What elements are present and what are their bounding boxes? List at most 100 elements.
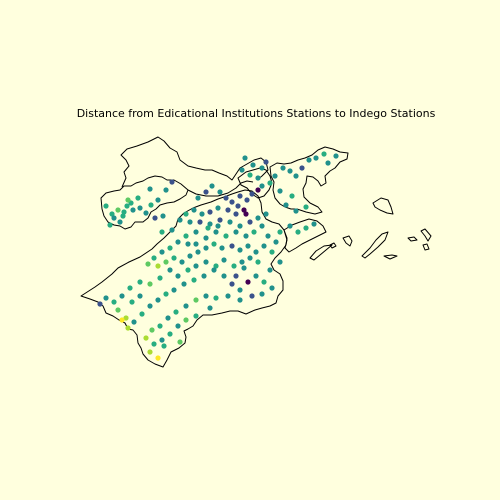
- station-point: [103, 295, 109, 301]
- station-point: [229, 243, 235, 249]
- station-point: [219, 245, 225, 251]
- station-point: [277, 229, 283, 235]
- station-point: [207, 305, 213, 311]
- station-point: [333, 153, 339, 159]
- station-point: [159, 229, 165, 235]
- station-point: [249, 191, 255, 197]
- station-point: [175, 273, 181, 279]
- station-point: [203, 189, 209, 195]
- station-point: [151, 341, 157, 347]
- station-point: [111, 215, 117, 221]
- station-point: [117, 219, 123, 225]
- station-point: [163, 291, 169, 297]
- station-point: [177, 217, 183, 223]
- station-point: [303, 204, 309, 210]
- station-point: [199, 211, 205, 217]
- station-point: [237, 193, 243, 199]
- station-point: [233, 211, 239, 217]
- station-point: [215, 223, 221, 229]
- station-point: [213, 263, 219, 269]
- station-point: [213, 295, 219, 301]
- station-point: [215, 205, 221, 211]
- station-point: [229, 281, 235, 287]
- station-point: [231, 263, 237, 269]
- station-point: [160, 213, 166, 219]
- island-1: [372, 197, 394, 215]
- station-point: [191, 277, 197, 283]
- station-point: [152, 215, 158, 221]
- station-points: [97, 151, 339, 361]
- station-point: [247, 255, 253, 261]
- station-point: [131, 319, 137, 325]
- station-point: [245, 279, 251, 285]
- station-point: [287, 168, 293, 174]
- station-point: [177, 339, 183, 345]
- station-point: [125, 325, 131, 331]
- station-point: [249, 293, 255, 299]
- station-point: [129, 299, 135, 305]
- station-point: [261, 279, 267, 285]
- station-point: [159, 337, 165, 343]
- station-point: [135, 195, 141, 201]
- station-point: [143, 210, 149, 216]
- station-point: [272, 173, 278, 179]
- station-point: [109, 211, 115, 217]
- station-point: [227, 219, 233, 225]
- station-point: [187, 219, 193, 225]
- station-point: [167, 245, 173, 251]
- city-boundary: [80, 136, 432, 368]
- station-point: [203, 235, 209, 241]
- station-point: [171, 287, 177, 293]
- station-point: [263, 211, 269, 217]
- station-point: [157, 323, 163, 329]
- station-point: [149, 327, 155, 333]
- station-point: [203, 293, 209, 299]
- boundary-charles-north: [120, 136, 269, 188]
- station-point: [239, 259, 245, 265]
- station-point: [241, 265, 247, 271]
- station-point: [169, 179, 175, 185]
- boundary-allston-brighton: [100, 175, 189, 230]
- boundary-south-boston: [283, 218, 327, 253]
- station-point: [183, 233, 189, 239]
- station-point: [175, 239, 181, 245]
- station-point: [205, 225, 211, 231]
- station-point: [185, 241, 191, 247]
- station-point: [120, 213, 126, 219]
- station-point: [221, 257, 227, 263]
- station-point: [207, 221, 213, 227]
- station-point: [263, 159, 269, 165]
- station-point: [209, 183, 215, 189]
- station-point: [193, 313, 199, 319]
- station-point: [139, 311, 145, 317]
- station-point: [237, 287, 243, 293]
- station-point: [201, 273, 207, 279]
- station-point: [167, 267, 173, 273]
- station-point: [243, 211, 249, 217]
- station-point: [313, 155, 319, 161]
- station-point: [273, 239, 279, 245]
- station-point: [229, 199, 235, 205]
- station-point: [97, 301, 103, 307]
- station-point: [321, 151, 327, 157]
- station-point: [161, 343, 167, 349]
- station-point: [269, 249, 275, 255]
- station-point: [143, 335, 149, 341]
- station-point: [147, 186, 153, 192]
- station-point: [237, 297, 243, 303]
- station-point: [193, 229, 199, 235]
- station-point: [237, 223, 243, 229]
- station-point: [325, 160, 331, 166]
- station-point: [197, 219, 203, 225]
- station-point: [203, 245, 209, 251]
- station-point: [261, 243, 267, 249]
- station-point: [183, 317, 189, 323]
- station-point: [259, 291, 265, 297]
- map-title: Distance from Edicational Institutions S…: [77, 107, 436, 120]
- station-point: [293, 173, 299, 179]
- station-point: [115, 207, 121, 213]
- station-point: [193, 241, 199, 247]
- station-point: [103, 203, 109, 209]
- station-point: [115, 307, 121, 313]
